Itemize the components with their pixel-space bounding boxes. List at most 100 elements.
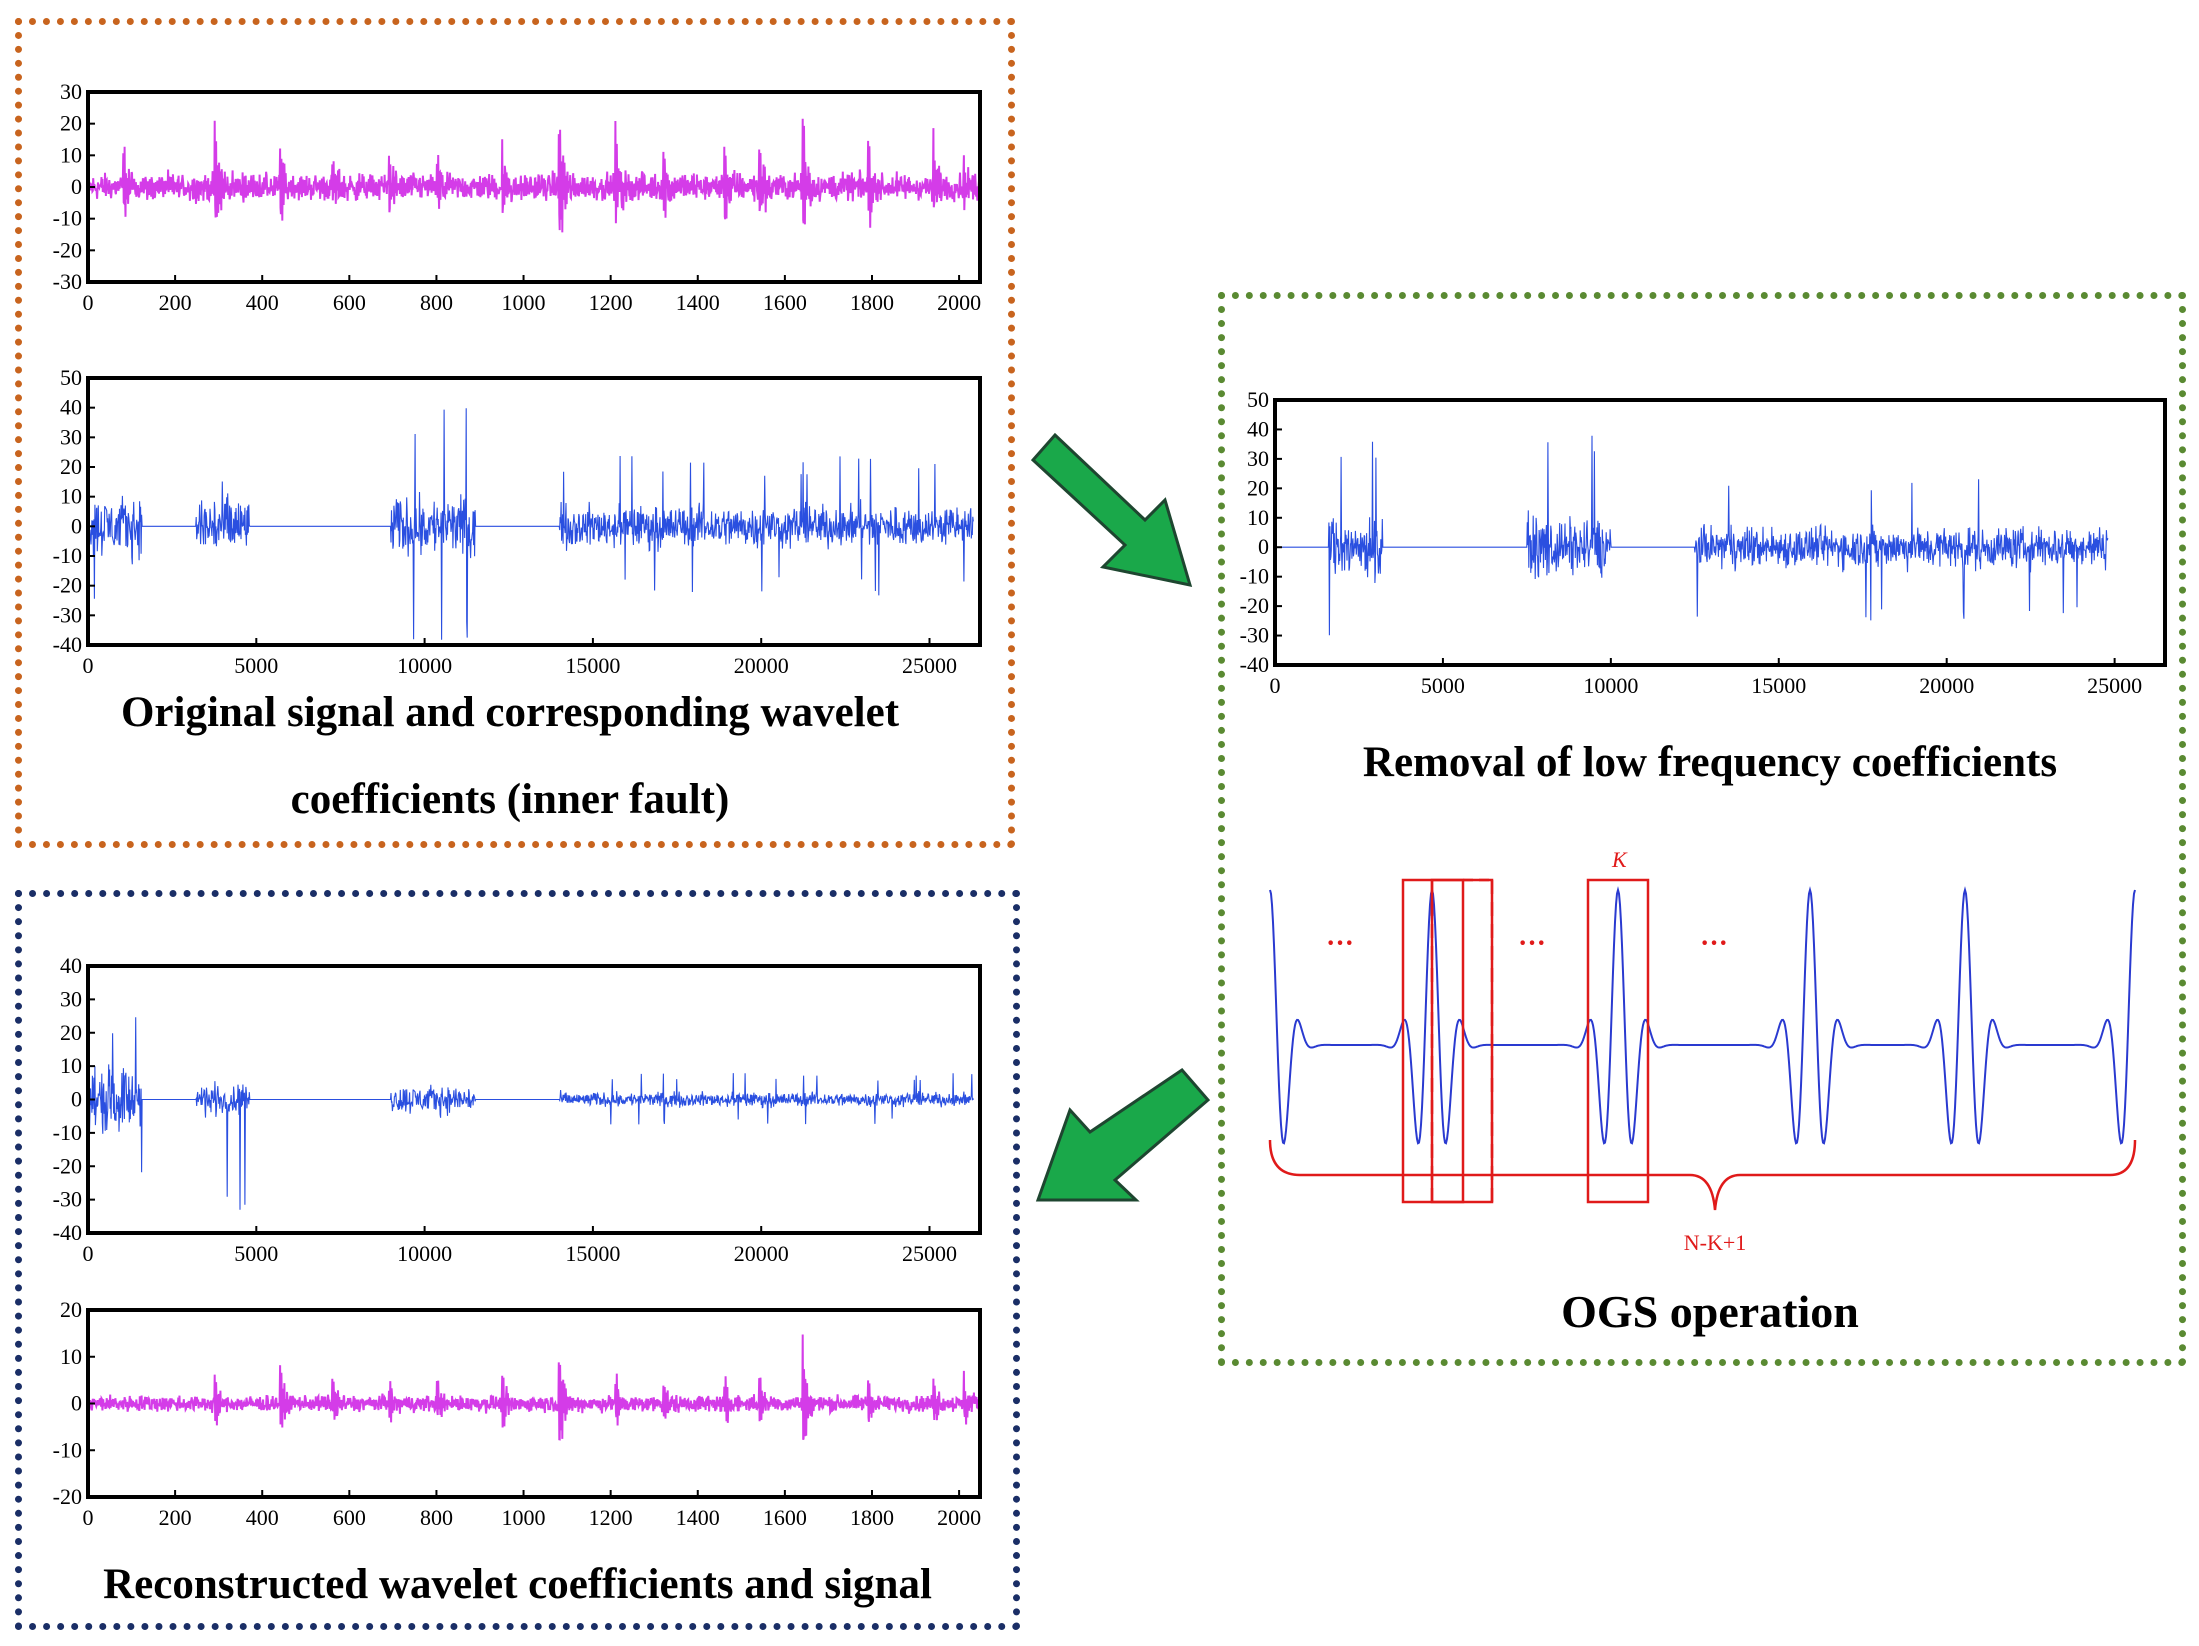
reconstructed-caption: Reconstructed wavelet coefficients and s…	[103, 1561, 932, 1608]
y-tick-label: -10	[53, 1120, 82, 1145]
x-tick-label: 1400	[676, 1505, 720, 1530]
y-tick-label: 30	[60, 424, 82, 449]
y-tick-label: 20	[60, 1297, 82, 1322]
x-tick-label: 200	[159, 290, 192, 315]
ogs-waveform	[1269, 886, 2136, 1145]
x-tick-label: 400	[246, 290, 279, 315]
y-tick-label: -20	[53, 573, 82, 598]
y-tick-label: 30	[60, 986, 82, 1011]
y-tick-label: -20	[1240, 593, 1269, 618]
ogs-ellipsis-3: ···	[1700, 928, 1728, 959]
x-tick-label: 800	[420, 1505, 453, 1530]
removal-coeffs-axes-box	[1273, 398, 2167, 667]
original-signal-series	[87, 118, 981, 233]
ogs-ellipsis-1: ···	[1326, 928, 1354, 959]
ogs-k-label: K	[1611, 847, 1628, 872]
ogs-ellipsis-2: ···	[1518, 928, 1546, 959]
x-tick-label: 1000	[502, 1505, 546, 1530]
y-tick-label: -20	[53, 1484, 82, 1509]
x-tick-label: 5000	[234, 653, 278, 678]
x-tick-label: 20000	[1919, 673, 1974, 698]
x-tick-label: 25000	[902, 1241, 957, 1266]
x-tick-label: 0	[1270, 673, 1281, 698]
y-tick-label: -10	[1240, 564, 1269, 589]
x-tick-label: 20000	[734, 1241, 789, 1266]
ogs-panel-frame	[1218, 292, 2186, 1366]
x-tick-label: 800	[420, 290, 453, 315]
y-tick-label: 30	[60, 79, 82, 104]
y-tick-label: 40	[1247, 416, 1269, 441]
x-tick-label: 2000	[937, 290, 981, 315]
y-tick-label: 0	[71, 1087, 82, 1112]
x-tick-label: 1400	[676, 290, 720, 315]
reconstructed-coeffs-series	[87, 1017, 974, 1210]
x-tick-label: 15000	[1751, 673, 1806, 698]
y-tick-label: -10	[53, 206, 82, 231]
x-tick-label: 400	[246, 1505, 279, 1530]
x-tick-label: 1000	[502, 290, 546, 315]
y-tick-label: -30	[53, 269, 82, 294]
y-tick-label: 30	[1247, 446, 1269, 471]
down-left-arrow-icon	[1035, 1068, 1211, 1202]
x-tick-label: 1600	[763, 1505, 807, 1530]
x-tick-label: 25000	[902, 653, 957, 678]
ogs-brace	[1268, 1139, 2137, 1211]
y-tick-label: 0	[1258, 534, 1269, 559]
y-tick-label: 40	[60, 953, 82, 978]
removal-caption: Removal of low frequency coefficients	[1362, 739, 2058, 786]
y-tick-label: -30	[1240, 623, 1269, 648]
x-tick-label: 1600	[763, 290, 807, 315]
y-tick-label: -30	[53, 1187, 82, 1212]
x-tick-label: 600	[333, 290, 366, 315]
y-tick-label: 50	[1247, 387, 1269, 412]
ogs-caption: OGS operation	[1561, 1286, 1859, 1337]
y-tick-label: 10	[60, 1053, 82, 1078]
y-tick-label: -30	[53, 602, 82, 627]
x-tick-label: 200	[159, 1505, 192, 1530]
y-tick-label: 20	[1247, 475, 1269, 500]
x-tick-label: 25000	[2087, 673, 2142, 698]
y-tick-label: 20	[60, 454, 82, 479]
x-tick-label: 1800	[850, 1505, 894, 1530]
x-tick-label: 0	[83, 653, 94, 678]
original-caption-line2: coefficients (inner fault)	[290, 776, 730, 823]
y-tick-label: -40	[53, 1220, 82, 1245]
y-tick-label: 10	[60, 484, 82, 509]
y-tick-label: 0	[71, 513, 82, 538]
ogs-diagram: K ··· ··· ··· N-K+1	[1268, 847, 2137, 1255]
reconstructed-panel-frame	[15, 890, 1020, 1630]
x-tick-label: 1800	[850, 290, 894, 315]
ogs-group-box-k	[1586, 878, 1650, 1204]
y-tick-label: -40	[1240, 652, 1269, 677]
reconstructed-signal-series	[87, 1334, 981, 1441]
original-coeffs-series	[87, 408, 974, 640]
y-tick-label: -40	[53, 632, 82, 657]
y-tick-label: -20	[53, 1153, 82, 1178]
y-tick-label: -10	[53, 1437, 82, 1462]
x-tick-label: 0	[83, 1241, 94, 1266]
x-tick-label: 10000	[397, 1241, 452, 1266]
ogs-nk-label: N-K+1	[1684, 1230, 1747, 1255]
x-tick-label: 1200	[589, 290, 633, 315]
y-tick-label: -20	[53, 237, 82, 262]
x-tick-label: 0	[83, 1505, 94, 1530]
x-tick-label: 2000	[937, 1505, 981, 1530]
y-tick-label: 50	[60, 365, 82, 390]
x-tick-label: 1200	[589, 1505, 633, 1530]
original-caption-line1: Original signal and corresponding wavele…	[120, 689, 900, 736]
original-panel-frame	[15, 18, 1015, 848]
x-tick-label: 10000	[397, 653, 452, 678]
y-tick-label: 0	[71, 174, 82, 199]
x-tick-label: 5000	[1421, 673, 1465, 698]
down-right-arrow-icon	[1030, 432, 1193, 587]
x-tick-label: 10000	[1583, 673, 1638, 698]
y-tick-label: 0	[71, 1391, 82, 1416]
y-tick-label: 20	[60, 111, 82, 136]
